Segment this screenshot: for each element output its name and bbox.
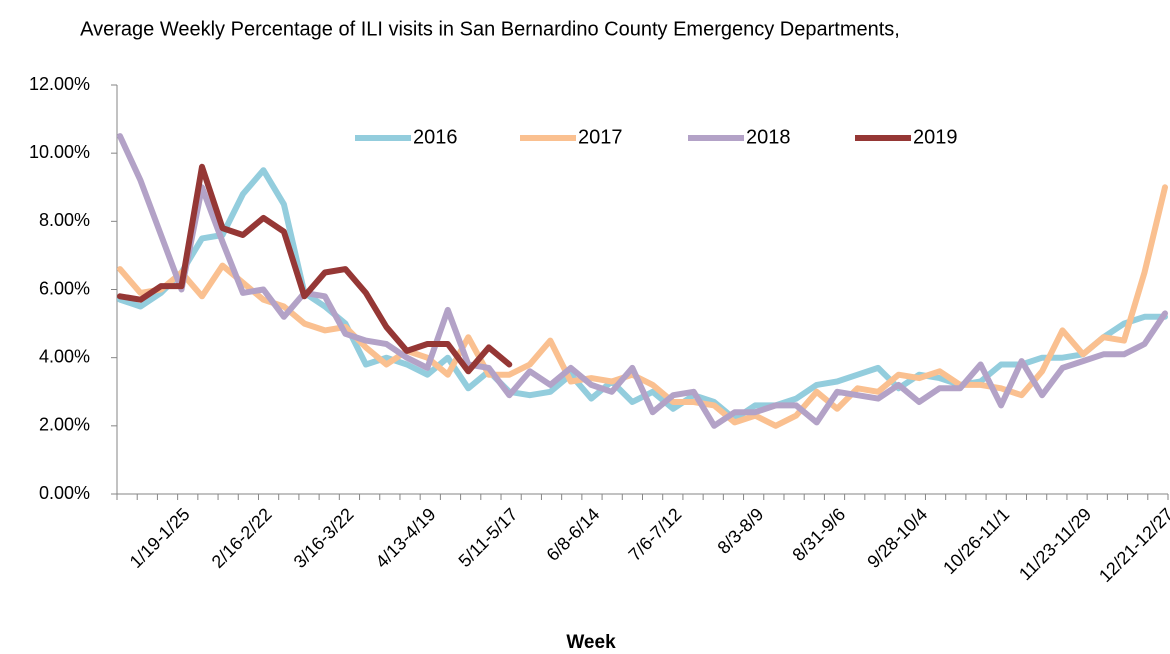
- legend-label: 2019: [913, 126, 958, 148]
- y-tick-label: 4.00%: [39, 346, 90, 366]
- x-tick-label: 7/6-7/12: [625, 504, 686, 565]
- x-tick-label: 10/26-11/1: [939, 504, 1013, 578]
- x-tick-label: 9/28-10/4: [863, 504, 931, 572]
- x-tick-label: 8/3-8/9: [714, 504, 768, 558]
- legend-label: 2018: [746, 126, 791, 148]
- y-tick-label: 10.00%: [29, 142, 90, 162]
- x-tick-label: 5/11-5/17: [455, 504, 522, 571]
- x-axis-title: Week: [566, 632, 616, 653]
- x-tick-label: 6/8-6/14: [543, 504, 604, 565]
- series-line: [117, 133, 1168, 429]
- y-tick-label: 6.00%: [39, 278, 90, 298]
- y-tick-label: 8.00%: [39, 210, 90, 230]
- x-tick-label: 11/23-11/29: [1015, 504, 1095, 584]
- legend-label: 2016: [413, 126, 458, 148]
- y-tick-label: 12.00%: [29, 74, 90, 94]
- x-tick-label: 3/16-3/22: [290, 504, 358, 572]
- y-tick-label: 2.00%: [39, 415, 90, 435]
- x-tick-label: 12/21-12/27: [1095, 504, 1170, 586]
- chart-title: Average Weekly Percentage of ILI visits …: [80, 18, 900, 40]
- legend-label: 2017: [578, 126, 623, 148]
- y-tick-label: 0.00%: [39, 483, 90, 503]
- x-tick-label: 1/19-1/25: [126, 504, 194, 572]
- series-line: [117, 163, 513, 375]
- x-tick-label: 2/16-2/22: [208, 504, 276, 572]
- x-tick-label: 4/13-4/19: [372, 504, 440, 572]
- x-tick-label: 8/31-9/6: [788, 504, 849, 565]
